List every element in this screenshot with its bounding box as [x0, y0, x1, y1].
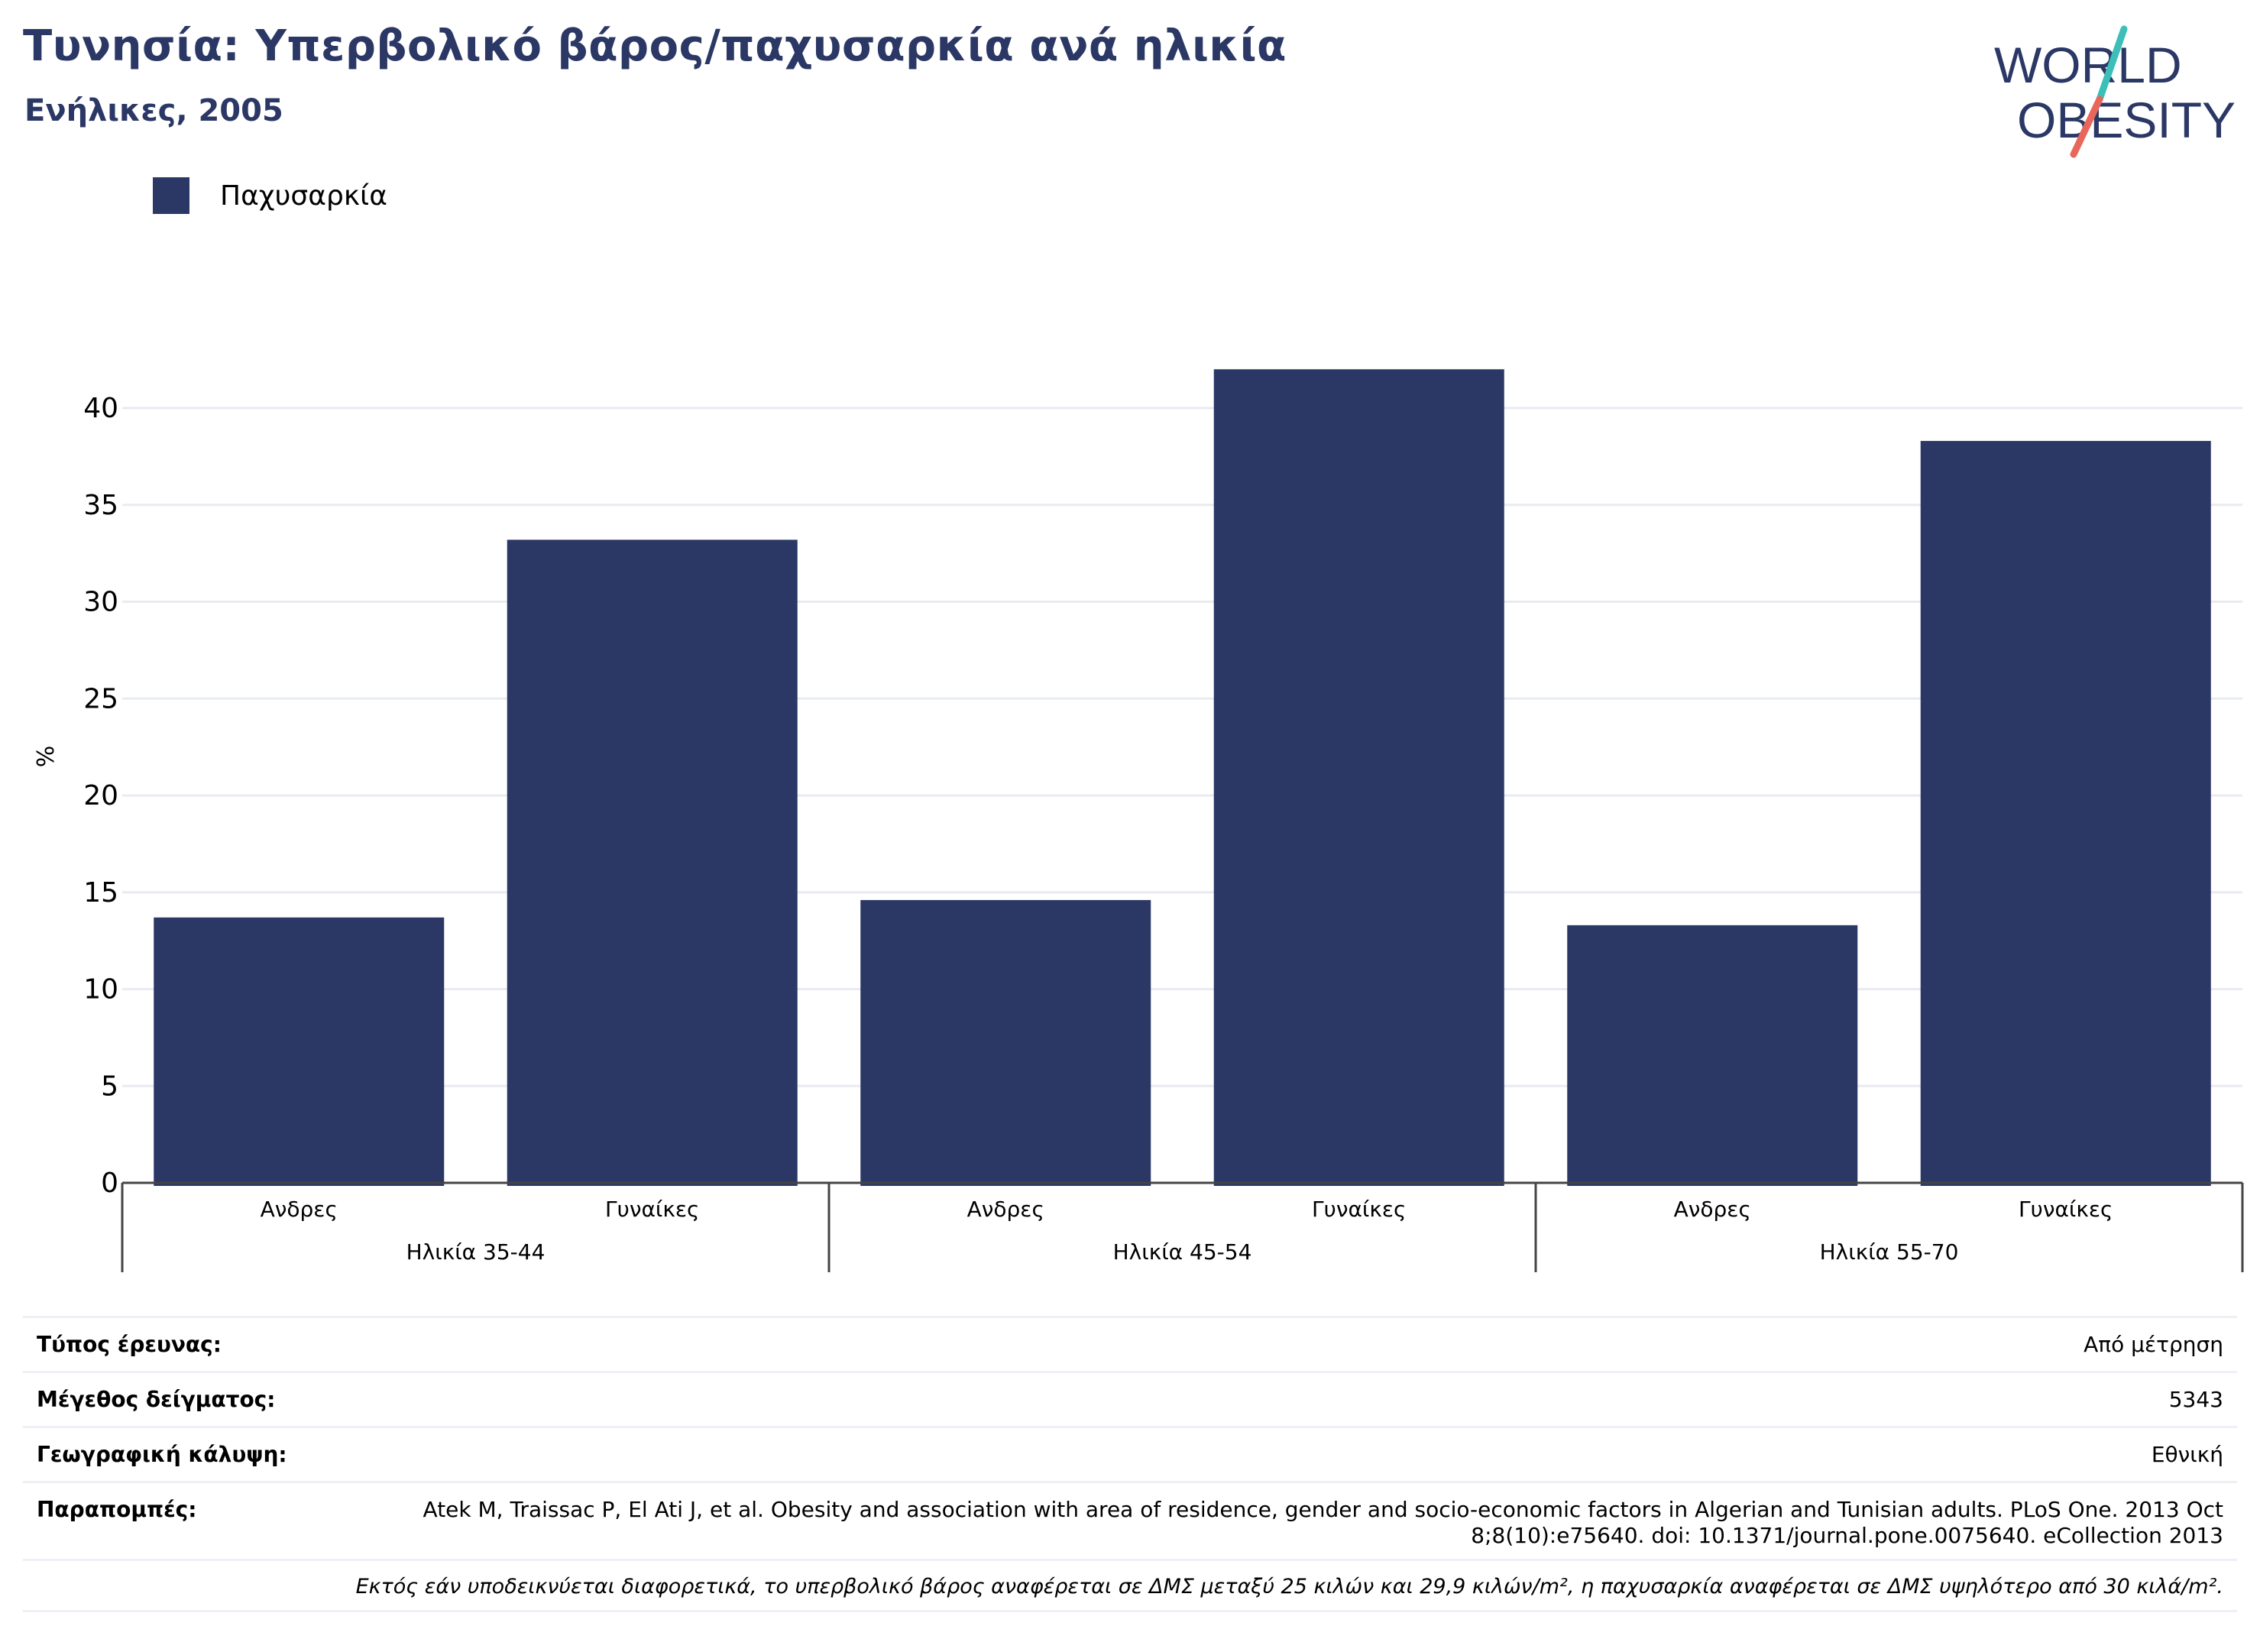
coverage-value: Εθνική [2151, 1442, 2223, 1467]
logo-slash-bottom [2070, 96, 2103, 158]
chart-title: Τυνησία: Υπερβολικό βάρος/παχυσαρκία ανά… [23, 21, 1287, 71]
y-tick-label: 0 [101, 1168, 118, 1199]
definition-note: Εκτός εάν υποδεικνύεται διαφορετικά, το … [23, 1559, 2237, 1612]
bar-chart: 0 5 10 15 20 25 30 35 40% Ανδρες Γυναίκες Ηλικία 35… [33, 369, 2244, 1272]
world-obesity-logo: WORLD OBESITY [1994, 25, 2236, 158]
info-row-references: Παραπομπές: Atek M, Traissac P, El Ati J… [23, 1481, 2237, 1559]
x-tick-label: Γυναίκες [2019, 1197, 2113, 1222]
chart-subtitle: Ενήλικες, 2005 [24, 93, 283, 128]
group-label: Ηλικία 45-54 [1113, 1239, 1252, 1265]
y-tick-label: 5 [101, 1071, 118, 1102]
y-tick-label: 25 [83, 683, 118, 714]
y-tick-label: 30 [83, 587, 118, 618]
legend-label: Παχυσαρκία [220, 180, 387, 212]
x-tick-label: Ανδρες [1674, 1197, 1751, 1222]
info-table: Τύπος έρευνας: Από μέτρηση Μέγεθος δείγμ… [23, 1316, 2237, 1612]
bar [860, 899, 1151, 1186]
y-tick-label: 15 [83, 877, 118, 909]
survey-type-label: Τύπος έρευνας: [37, 1332, 222, 1357]
references-value: Atek M, Traissac P, El Ati J, et al. Obe… [423, 1497, 2223, 1548]
logo-slash-top [2096, 25, 2128, 103]
y-tick-label: 10 [83, 974, 118, 1006]
survey-type-value: Από μέτρηση [2084, 1332, 2223, 1357]
sample-size-value: 5343 [2168, 1387, 2223, 1412]
info-row-survey-type: Τύπος έρευνας: Από μέτρηση [23, 1316, 2237, 1371]
x-tick-label: Ανδρες [967, 1197, 1044, 1222]
x-tick-label: Γυναίκες [1312, 1197, 1406, 1222]
legend: Παχυσαρκία [153, 177, 387, 214]
sample-size-label: Μέγεθος δείγματος: [37, 1387, 276, 1412]
info-row-coverage: Γεωγραφική κάλυψη: Εθνική [23, 1426, 2237, 1481]
info-row-sample-size: Μέγεθος δείγματος: 5343 [23, 1371, 2237, 1426]
logo-line1: WORLD [1994, 37, 2182, 93]
logo-line2: OBESITY [2017, 92, 2236, 148]
bar [1567, 925, 1858, 1186]
group-label: Ηλικία 55-70 [1820, 1239, 1959, 1265]
references-label: Παραπομπές: [37, 1497, 197, 1522]
x-tick-label: Ανδρες [261, 1197, 338, 1222]
y-tick-label: 40 [83, 393, 118, 424]
bar [1920, 441, 2211, 1186]
group-label: Ηλικία 35-44 [406, 1239, 546, 1265]
y-tick-label: 35 [83, 490, 118, 521]
bar [1213, 369, 1504, 1186]
bar [154, 917, 445, 1186]
legend-swatch [153, 177, 189, 214]
x-tick-label: Γυναίκες [605, 1197, 699, 1222]
coverage-label: Γεωγραφική κάλυψη: [37, 1442, 287, 1467]
bar [507, 539, 798, 1186]
y-axis-label: % [33, 746, 60, 768]
y-tick-label: 20 [83, 780, 118, 811]
